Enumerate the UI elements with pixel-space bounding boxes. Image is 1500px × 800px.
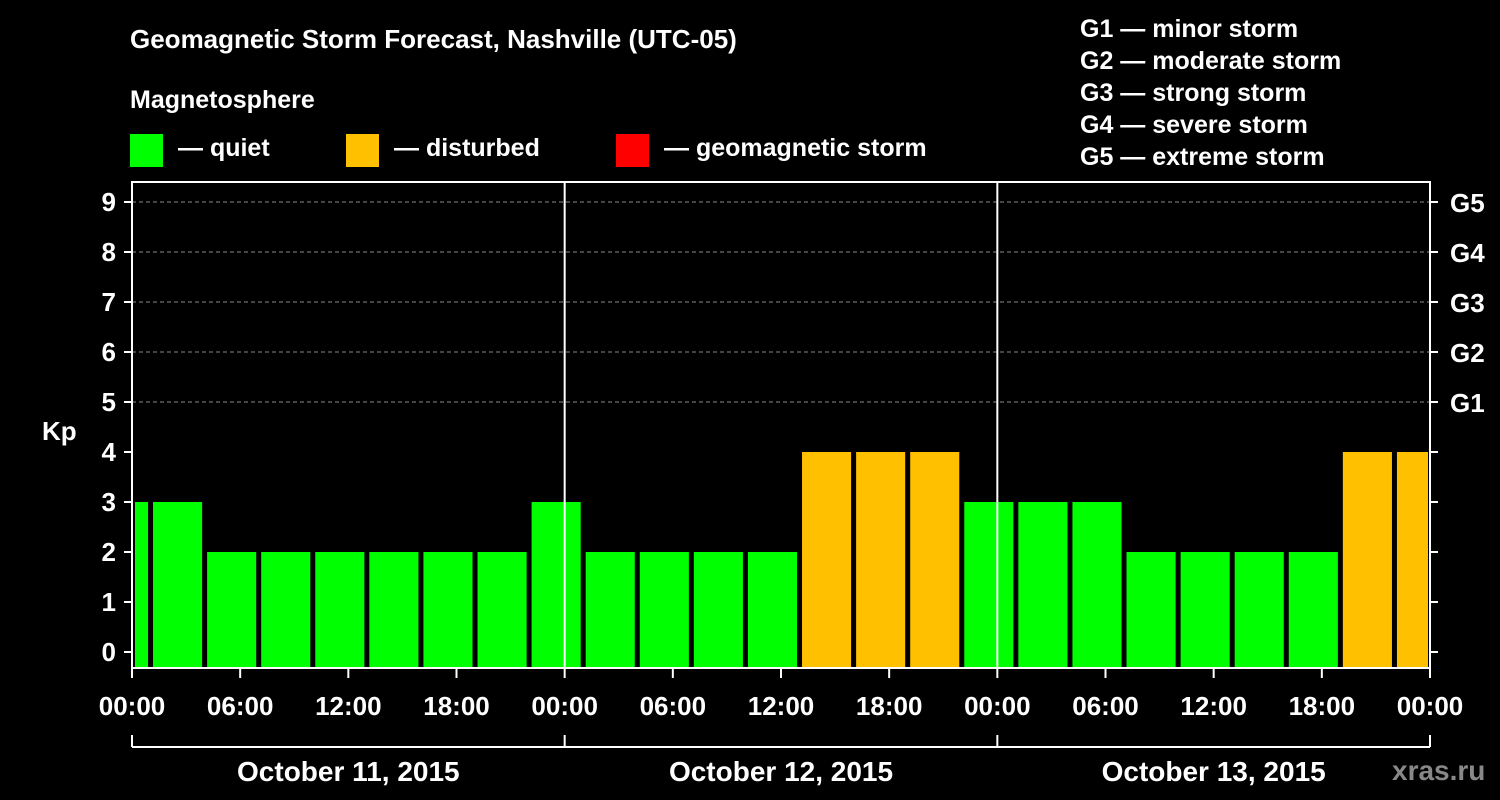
day-label: October 13, 2015 [1102,756,1326,787]
legend-swatch-quiet [130,134,163,167]
day-label: October 12, 2015 [669,756,893,787]
kp-bar [1288,552,1338,668]
g-axis-label: G2 [1450,338,1485,368]
kp-bar [585,552,635,668]
kp-bar [856,452,906,668]
legend-label-disturbed: — disturbed [394,134,540,162]
legend-heading: Magnetosphere [130,86,315,114]
x-tick-label: 18:00 [1289,691,1356,721]
legend-swatch-storm [616,134,649,167]
g-scale-g3: G3 — strong storm [1080,79,1307,107]
kp-bar [1072,502,1122,668]
y-tick-label: 6 [102,337,116,367]
y-tick-label: 9 [102,187,116,217]
x-tick-label: 12:00 [1180,691,1247,721]
x-tick-label: 00:00 [99,691,166,721]
y-tick-label: 5 [102,387,116,417]
kp-bar [261,552,311,668]
g-scale-g1: G1 — minor storm [1080,15,1299,43]
kp-bar [1342,452,1392,668]
x-tick-label: 12:00 [315,691,382,721]
kp-bar [477,552,527,668]
x-tick-label: 18:00 [423,691,490,721]
kp-bar [153,502,203,668]
g-scale-g2: G2 — moderate storm [1080,47,1342,75]
kp-bar [1018,502,1068,668]
kp-bar [1180,552,1230,668]
y-tick-label: 1 [102,587,116,617]
kp-bar [531,502,581,668]
kp-bar [964,502,1014,668]
kp-bar [747,552,798,668]
watermark: xras.ru [1392,755,1486,786]
kp-bar [1234,552,1284,668]
y-tick-label: 7 [102,287,116,317]
kp-bar [207,552,257,668]
legend-label-quiet: — quiet [178,134,270,162]
x-tick-label: 06:00 [640,691,707,721]
g-axis-label: G5 [1450,188,1485,218]
x-tick-label: 00:00 [964,691,1031,721]
day-label: October 11, 2015 [237,756,460,787]
g-scale-g5: G5 — extreme storm [1080,143,1325,171]
g-axis-label: G1 [1450,388,1485,418]
kp-bar [1396,452,1428,668]
kp-bar [802,452,852,668]
g-axis-label: G3 [1450,288,1485,318]
g-axis-label: G4 [1450,238,1485,268]
kp-bar [423,552,473,668]
x-tick-label: 00:00 [531,691,598,721]
kp-bar [369,552,419,668]
y-tick-label: 4 [102,437,117,467]
chart-title: Geomagnetic Storm Forecast, Nashville (U… [130,24,737,54]
g-scale-g4: G4 — severe storm [1080,111,1308,139]
kp-bar [693,552,743,668]
legend-swatch-disturbed [346,134,379,167]
x-tick-label: 12:00 [748,691,815,721]
y-tick-label: 3 [102,487,116,517]
y-tick-label: 8 [102,237,116,267]
y-tick-label: 0 [102,637,116,667]
x-tick-label: 00:00 [1397,691,1464,721]
x-tick-label: 06:00 [1072,691,1139,721]
kp-bar [315,552,365,668]
kp-bar [135,502,149,668]
legend-label-storm: — geomagnetic storm [664,134,927,162]
kp-bar [639,552,689,668]
y-tick-label: 2 [102,537,116,567]
kp-bar [910,452,960,668]
y-axis-title: Kp [42,416,77,446]
x-tick-label: 18:00 [856,691,923,721]
x-tick-label: 06:00 [207,691,274,721]
kp-bar [1126,552,1176,668]
